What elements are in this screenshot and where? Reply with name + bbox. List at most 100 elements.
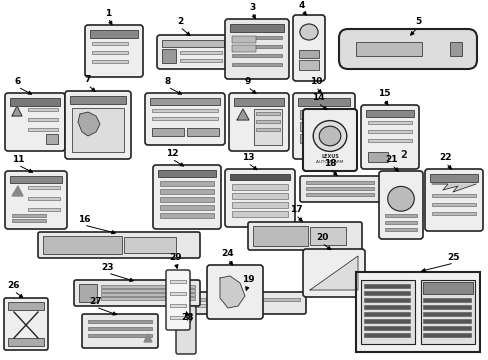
- Polygon shape: [143, 334, 152, 342]
- Bar: [28, 208, 60, 211]
- Bar: [449, 42, 461, 56]
- Bar: [360, 280, 414, 344]
- FancyBboxPatch shape: [247, 222, 361, 250]
- Text: AUTO ALARM: AUTO ALARM: [316, 160, 343, 164]
- Text: 15: 15: [377, 90, 389, 99]
- Bar: [422, 305, 470, 309]
- Text: 1: 1: [104, 9, 111, 18]
- Bar: [367, 152, 387, 162]
- Bar: [180, 51, 222, 54]
- Text: 4: 4: [298, 0, 305, 9]
- Ellipse shape: [299, 24, 318, 40]
- Text: 19: 19: [241, 275, 254, 284]
- Text: LEXUS: LEXUS: [321, 154, 338, 159]
- Bar: [313, 110, 347, 152]
- Bar: [70, 96, 126, 104]
- FancyBboxPatch shape: [224, 169, 294, 227]
- Bar: [160, 205, 214, 210]
- Text: 10: 10: [309, 77, 322, 86]
- Bar: [160, 213, 214, 218]
- Text: 6: 6: [15, 77, 21, 86]
- Bar: [43, 236, 122, 254]
- FancyBboxPatch shape: [424, 169, 482, 231]
- Bar: [12, 219, 45, 221]
- Bar: [367, 139, 411, 141]
- Bar: [170, 316, 185, 319]
- Bar: [28, 128, 58, 130]
- Bar: [422, 319, 470, 323]
- FancyBboxPatch shape: [82, 314, 158, 348]
- Bar: [420, 280, 474, 344]
- Bar: [152, 117, 218, 120]
- Text: 22: 22: [439, 153, 451, 162]
- Bar: [28, 118, 58, 121]
- Text: 5: 5: [414, 18, 420, 27]
- Bar: [88, 334, 152, 337]
- Bar: [160, 197, 214, 202]
- Polygon shape: [12, 106, 22, 116]
- FancyBboxPatch shape: [299, 176, 379, 202]
- Bar: [88, 327, 152, 329]
- FancyBboxPatch shape: [292, 15, 325, 81]
- Bar: [363, 291, 409, 295]
- Bar: [234, 98, 284, 106]
- FancyBboxPatch shape: [157, 35, 228, 69]
- Bar: [355, 272, 479, 352]
- Text: 9: 9: [244, 77, 251, 86]
- Bar: [190, 304, 260, 306]
- Bar: [79, 284, 97, 302]
- Bar: [305, 181, 373, 184]
- Bar: [422, 298, 470, 302]
- Bar: [384, 228, 416, 231]
- Bar: [152, 109, 218, 112]
- Bar: [297, 98, 349, 106]
- FancyBboxPatch shape: [165, 270, 190, 330]
- FancyBboxPatch shape: [378, 171, 422, 239]
- Bar: [309, 227, 346, 245]
- Polygon shape: [309, 256, 357, 290]
- Polygon shape: [12, 186, 23, 196]
- Bar: [158, 170, 216, 177]
- Bar: [384, 221, 416, 224]
- FancyBboxPatch shape: [338, 29, 476, 69]
- Bar: [231, 63, 282, 66]
- Bar: [229, 174, 289, 180]
- FancyBboxPatch shape: [183, 292, 305, 314]
- Bar: [231, 45, 256, 52]
- Bar: [10, 98, 60, 106]
- Text: 17: 17: [289, 206, 302, 215]
- Text: 18: 18: [323, 159, 336, 168]
- Ellipse shape: [180, 312, 191, 324]
- Polygon shape: [237, 109, 248, 120]
- Bar: [256, 128, 280, 130]
- Bar: [298, 60, 318, 70]
- Bar: [162, 40, 224, 47]
- FancyBboxPatch shape: [224, 19, 288, 79]
- Bar: [101, 285, 195, 288]
- Bar: [299, 122, 309, 131]
- FancyBboxPatch shape: [5, 93, 65, 151]
- FancyBboxPatch shape: [228, 93, 288, 151]
- Text: 26: 26: [8, 282, 20, 291]
- Bar: [152, 128, 183, 136]
- Bar: [10, 176, 62, 183]
- Bar: [363, 305, 409, 309]
- Bar: [231, 36, 256, 43]
- Polygon shape: [78, 112, 100, 136]
- Polygon shape: [431, 184, 475, 192]
- Bar: [305, 187, 373, 189]
- Bar: [367, 130, 411, 132]
- Bar: [363, 326, 409, 330]
- Bar: [363, 284, 409, 288]
- Bar: [422, 282, 472, 294]
- Bar: [256, 120, 280, 122]
- Bar: [422, 326, 470, 330]
- Text: 16: 16: [78, 216, 90, 225]
- FancyBboxPatch shape: [85, 25, 142, 77]
- Bar: [101, 297, 195, 300]
- Text: 3: 3: [248, 3, 255, 12]
- FancyBboxPatch shape: [65, 91, 131, 159]
- FancyBboxPatch shape: [74, 280, 200, 306]
- Text: 14: 14: [311, 94, 324, 103]
- Bar: [8, 338, 44, 346]
